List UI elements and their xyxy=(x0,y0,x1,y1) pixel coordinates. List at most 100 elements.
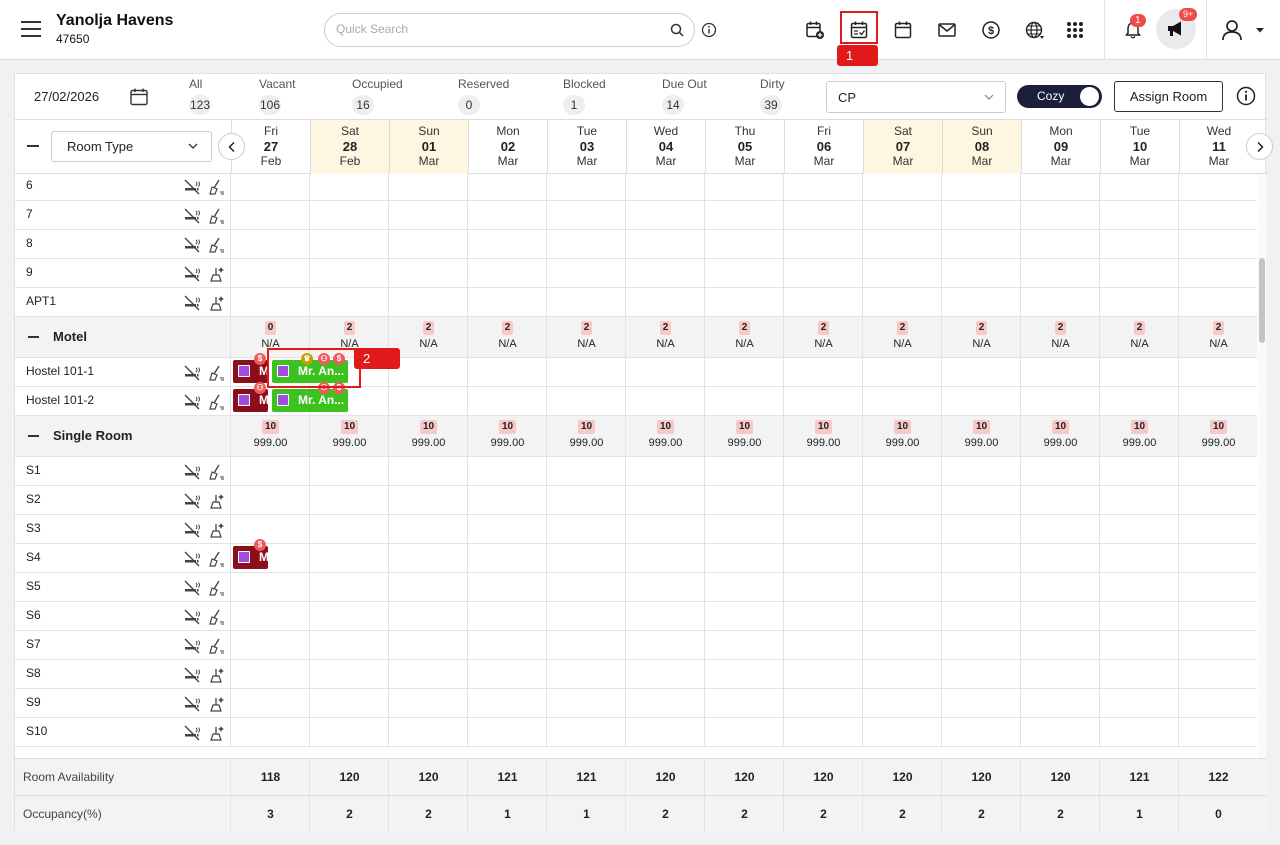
housekeeping-status[interactable] xyxy=(208,522,226,541)
stat-reserved[interactable]: Reserved 0 xyxy=(458,77,509,115)
grid-line xyxy=(625,457,626,486)
booking-block[interactable]: M xyxy=(233,360,268,383)
apps-grid-icon[interactable] xyxy=(1063,18,1087,42)
available-count: 2 xyxy=(501,321,514,335)
user-menu-chevron-icon[interactable] xyxy=(1248,18,1272,42)
room-name[interactable]: S1 xyxy=(26,463,41,477)
prev-dates-button[interactable] xyxy=(218,133,245,160)
grid-line xyxy=(862,358,863,387)
quick-search-input[interactable] xyxy=(336,22,656,36)
grid-line xyxy=(467,201,468,230)
booking-block[interactable]: M xyxy=(233,546,268,569)
room-name[interactable]: S9 xyxy=(26,695,41,709)
housekeeping-status[interactable] xyxy=(208,394,226,413)
housekeeping-status[interactable] xyxy=(208,667,226,686)
room-name[interactable]: S4 xyxy=(26,550,41,564)
rate-plan-select[interactable]: CP xyxy=(826,81,1006,113)
housekeeping-status[interactable] xyxy=(208,696,226,715)
info-icon[interactable] xyxy=(1236,86,1256,109)
room-name[interactable]: 8 xyxy=(26,236,33,250)
mail-icon[interactable] xyxy=(935,18,959,42)
housekeeping-status[interactable] xyxy=(208,179,226,198)
housekeeping-status[interactable] xyxy=(208,638,226,657)
booking-block[interactable]: M xyxy=(233,389,268,412)
search-icon[interactable] xyxy=(670,23,684,40)
grid-line xyxy=(1099,573,1100,602)
next-dates-button[interactable] xyxy=(1246,133,1273,160)
grid-line xyxy=(230,457,231,486)
cozy-toggle[interactable]: Cozy xyxy=(1017,85,1102,108)
rate-value: N/A xyxy=(419,338,438,350)
occupancy-row: Occupancy(%) 3 2 2 1 1 2 2 2 2 2 2 1 0 xyxy=(15,795,1267,832)
grid-line xyxy=(467,602,468,631)
housekeeping-status[interactable] xyxy=(208,208,226,227)
stat-occupied[interactable]: Occupied 16 xyxy=(352,77,403,115)
occupancy-value: 2 xyxy=(662,807,669,821)
grid-line xyxy=(862,317,863,358)
housekeeping-status[interactable] xyxy=(208,295,226,314)
grid-line xyxy=(625,689,626,718)
stat-blocked[interactable]: Blocked 1 xyxy=(563,77,606,115)
room-name[interactable]: S10 xyxy=(26,724,48,738)
housekeeping-status[interactable] xyxy=(208,237,226,256)
grid-line xyxy=(467,660,468,689)
housekeeping-status[interactable] xyxy=(208,580,226,599)
grid-line xyxy=(309,631,310,660)
grid-line xyxy=(1020,230,1021,259)
date-picker-icon[interactable] xyxy=(129,87,149,110)
grid-line xyxy=(941,573,942,602)
room-name[interactable]: APT1 xyxy=(26,294,57,308)
collapse-all-icon[interactable] xyxy=(27,145,39,147)
calendar-icon[interactable] xyxy=(891,18,915,42)
room-name[interactable]: 6 xyxy=(26,178,33,192)
user-icon[interactable] xyxy=(1220,18,1244,42)
housekeeping-status[interactable] xyxy=(208,725,226,744)
available-count: 10 xyxy=(261,420,280,434)
stat-due-out[interactable]: Due Out 14 xyxy=(662,77,707,115)
room-type-select[interactable]: Room Type xyxy=(51,131,212,162)
housekeeping-status[interactable] xyxy=(208,464,226,483)
housekeeping-status[interactable] xyxy=(208,493,226,512)
room-name[interactable]: 7 xyxy=(26,207,33,221)
booking-block[interactable]: Mr. An... xyxy=(272,389,348,412)
grid-line xyxy=(388,457,389,486)
dirty-broom-icon xyxy=(209,179,224,195)
dollar-icon[interactable]: $ xyxy=(979,18,1003,42)
stat-all[interactable]: All 123 xyxy=(189,77,211,115)
housekeeping-status[interactable] xyxy=(208,266,226,285)
add-reservation-icon[interactable] xyxy=(803,18,827,42)
grid-line xyxy=(783,602,784,631)
assign-room-button[interactable]: Assign Room xyxy=(1114,81,1223,112)
hamburger-menu-icon[interactable] xyxy=(21,21,41,37)
collapse-group-icon[interactable] xyxy=(28,336,39,338)
scrollbar-thumb[interactable] xyxy=(1259,258,1265,343)
no-smoking-indicator xyxy=(183,295,201,314)
room-name[interactable]: S8 xyxy=(26,666,41,680)
room-name[interactable]: S2 xyxy=(26,492,41,506)
vertical-scrollbar[interactable] xyxy=(1258,174,1266,758)
no-smoking-indicator xyxy=(183,237,201,256)
date-display[interactable]: 27/02/2026 xyxy=(34,89,100,104)
room-name[interactable]: S6 xyxy=(26,608,41,622)
room-name[interactable]: S7 xyxy=(26,637,41,651)
housekeeping-status[interactable] xyxy=(208,551,226,570)
globe-icon[interactable] xyxy=(1023,18,1047,42)
collapse-group-icon[interactable] xyxy=(28,435,39,437)
room-name[interactable]: S3 xyxy=(26,521,41,535)
stat-dirty[interactable]: Dirty 39 xyxy=(760,77,785,115)
occupancy-value: 0 xyxy=(1215,807,1222,821)
grid-line xyxy=(862,689,863,718)
grid-line xyxy=(1099,631,1100,660)
housekeeping-status[interactable] xyxy=(208,609,226,628)
info-icon[interactable] xyxy=(701,22,717,41)
building-icon xyxy=(277,365,289,377)
calendar-check-icon[interactable] xyxy=(847,18,871,42)
room-name[interactable]: Hostel 101-2 xyxy=(26,393,95,407)
room-name[interactable]: S5 xyxy=(26,579,41,593)
housekeeping-status[interactable] xyxy=(208,365,226,384)
grid-line xyxy=(783,796,784,832)
booking-block[interactable]: Mr. An... xyxy=(272,360,348,383)
stat-vacant[interactable]: Vacant 106 xyxy=(259,77,295,115)
room-name[interactable]: 9 xyxy=(26,265,33,279)
room-name[interactable]: Hostel 101-1 xyxy=(26,364,95,378)
